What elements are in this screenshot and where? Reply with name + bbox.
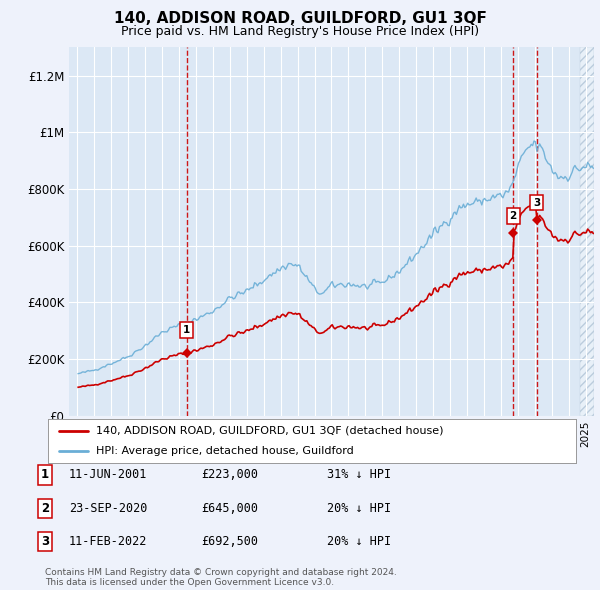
Text: HPI: Average price, detached house, Guildford: HPI: Average price, detached house, Guil…: [95, 446, 353, 456]
Text: 1: 1: [183, 325, 190, 335]
Text: 1: 1: [41, 468, 49, 481]
Text: 11-FEB-2022: 11-FEB-2022: [69, 535, 148, 548]
Text: 23-SEP-2020: 23-SEP-2020: [69, 502, 148, 515]
Text: 2: 2: [41, 502, 49, 515]
Text: 20% ↓ HPI: 20% ↓ HPI: [327, 535, 391, 548]
Text: 20% ↓ HPI: 20% ↓ HPI: [327, 502, 391, 515]
Text: 140, ADDISON ROAD, GUILDFORD, GU1 3QF: 140, ADDISON ROAD, GUILDFORD, GU1 3QF: [113, 11, 487, 25]
Text: 3: 3: [41, 535, 49, 548]
Bar: [580, 47, 594, 416]
Text: 11-JUN-2001: 11-JUN-2001: [69, 468, 148, 481]
Text: 31% ↓ HPI: 31% ↓ HPI: [327, 468, 391, 481]
Text: £692,500: £692,500: [201, 535, 258, 548]
Text: Contains HM Land Registry data © Crown copyright and database right 2024.
This d: Contains HM Land Registry data © Crown c…: [45, 568, 397, 587]
Text: £223,000: £223,000: [201, 468, 258, 481]
Bar: [580, 47, 594, 416]
Text: 140, ADDISON ROAD, GUILDFORD, GU1 3QF (detached house): 140, ADDISON ROAD, GUILDFORD, GU1 3QF (d…: [95, 426, 443, 436]
Text: Price paid vs. HM Land Registry's House Price Index (HPI): Price paid vs. HM Land Registry's House …: [121, 25, 479, 38]
Text: 2: 2: [509, 211, 517, 221]
Text: £645,000: £645,000: [201, 502, 258, 515]
Text: 3: 3: [533, 198, 540, 208]
